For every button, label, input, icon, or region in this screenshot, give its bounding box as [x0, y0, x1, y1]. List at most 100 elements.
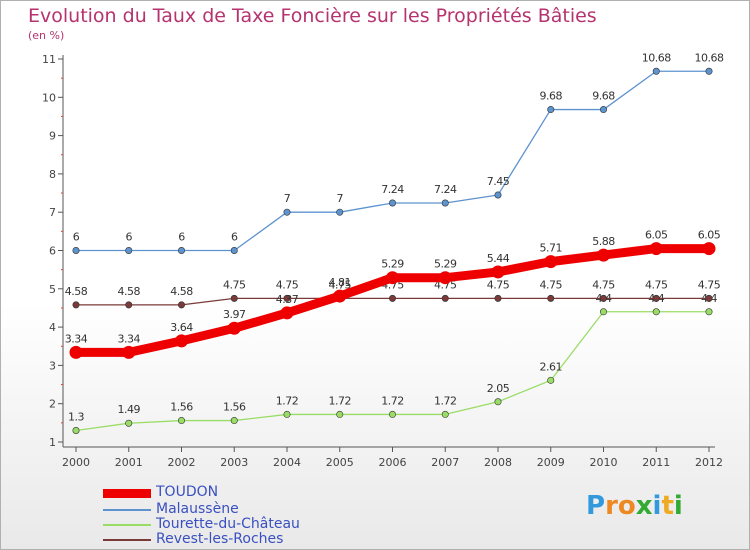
- data-label: 10.68: [695, 51, 724, 64]
- y-tick-label: 1: [49, 436, 56, 449]
- brand-logo: Proxiti: [586, 491, 683, 521]
- data-point: [283, 410, 291, 418]
- data-point: [178, 417, 186, 425]
- data-label: 1.56: [170, 401, 193, 414]
- brand-letter: o: [617, 491, 636, 521]
- brand-letter: i: [673, 491, 683, 521]
- x-tick-label: 2000: [62, 456, 90, 469]
- y-tick-label: 11: [42, 53, 56, 66]
- data-label: 4.58: [118, 285, 141, 298]
- data-label: 4.37: [276, 293, 299, 306]
- y-tick-label: 3: [49, 359, 56, 372]
- data-point: [336, 208, 344, 216]
- y-tick-label: 4: [49, 321, 56, 334]
- data-point: [283, 208, 291, 216]
- data-point: [72, 247, 80, 255]
- data-label: 1.72: [329, 394, 352, 407]
- data-label: 5.29: [381, 258, 404, 271]
- data-point: [441, 410, 449, 418]
- data-label: 3.64: [170, 321, 193, 334]
- data-point: [705, 294, 713, 302]
- x-tick-label: 2004: [273, 456, 301, 469]
- data-point: [599, 308, 607, 316]
- data-label: 4.75: [645, 278, 668, 291]
- data-point: [547, 294, 555, 302]
- data-point: [547, 376, 555, 384]
- data-point: [441, 199, 449, 207]
- data-label: 5.44: [487, 252, 510, 265]
- brand-letter: x: [635, 491, 653, 521]
- x-tick-label: 2002: [168, 456, 196, 469]
- legend-item-malaussene: Malaussène: [103, 501, 239, 518]
- data-point: [388, 410, 396, 418]
- data-label: 4.58: [170, 285, 193, 298]
- data-label: 7: [284, 192, 291, 205]
- data-point: [125, 419, 133, 427]
- data-point: [230, 247, 238, 255]
- y-tick-label: 2: [49, 398, 56, 411]
- data-point: [705, 308, 713, 316]
- data-point: [441, 294, 449, 302]
- legend-label: Malaussène: [156, 501, 239, 517]
- data-label: 1.72: [276, 394, 299, 407]
- data-label: 5.88: [592, 235, 615, 248]
- data-label: 1.56: [223, 401, 246, 414]
- brand-letter: i: [652, 491, 662, 521]
- brand-letter: P: [586, 491, 606, 521]
- legend-label: Tourette-du-Château: [156, 516, 300, 532]
- data-label: 4.81: [329, 276, 352, 289]
- data-point: [705, 67, 713, 75]
- y-tick-label: 7: [49, 206, 56, 219]
- chart-title: Evolution du Taux de Taxe Foncière sur l…: [28, 5, 597, 27]
- legend-swatch: [103, 539, 151, 541]
- data-point: [494, 294, 502, 302]
- data-label: 9.68: [540, 90, 563, 103]
- data-point: [72, 301, 80, 309]
- data-label: 7.24: [434, 183, 457, 196]
- legend-label: TOUDON: [156, 484, 219, 500]
- data-label: 2.61: [540, 360, 563, 373]
- data-label: 1.49: [118, 403, 141, 416]
- data-point: [388, 294, 396, 302]
- x-tick-label: 2003: [220, 456, 248, 469]
- data-point: [230, 294, 238, 302]
- legend-item-tourette: Tourette-du-Château: [103, 516, 300, 533]
- data-point: [336, 410, 344, 418]
- data-point: [491, 265, 505, 279]
- x-tick-label: 2007: [431, 456, 459, 469]
- data-point: [652, 67, 660, 75]
- data-point: [178, 247, 186, 255]
- data-label: 7: [337, 192, 344, 205]
- data-point: [388, 199, 396, 207]
- legend-swatch: [103, 509, 151, 511]
- data-point: [125, 247, 133, 255]
- x-tick-label: 2009: [537, 456, 565, 469]
- data-point: [494, 191, 502, 199]
- data-point: [175, 334, 188, 348]
- y-tick-label: 8: [49, 168, 56, 181]
- x-tick-label: 2001: [115, 456, 143, 469]
- data-label: 1.72: [381, 394, 404, 407]
- data-label: 3.97: [223, 308, 246, 321]
- data-point: [599, 294, 607, 302]
- data-point: [227, 321, 241, 335]
- data-label: 6: [126, 231, 133, 244]
- y-tick-label: 10: [42, 91, 56, 104]
- data-point: [649, 242, 663, 256]
- data-label: 3.34: [65, 332, 88, 345]
- data-label: 6.05: [698, 229, 721, 242]
- data-label: 5.29: [434, 258, 457, 271]
- data-label: 7.45: [487, 175, 510, 188]
- data-point: [125, 301, 133, 309]
- x-tick-label: 2006: [379, 456, 407, 469]
- data-label: 4.75: [329, 278, 352, 291]
- data-label: 1.3: [68, 411, 84, 424]
- data-point: [544, 255, 558, 269]
- data-label: 3.34: [118, 332, 141, 345]
- data-point: [652, 308, 660, 316]
- data-label: 2.05: [487, 382, 510, 395]
- data-point: [547, 106, 555, 114]
- data-point: [283, 294, 291, 302]
